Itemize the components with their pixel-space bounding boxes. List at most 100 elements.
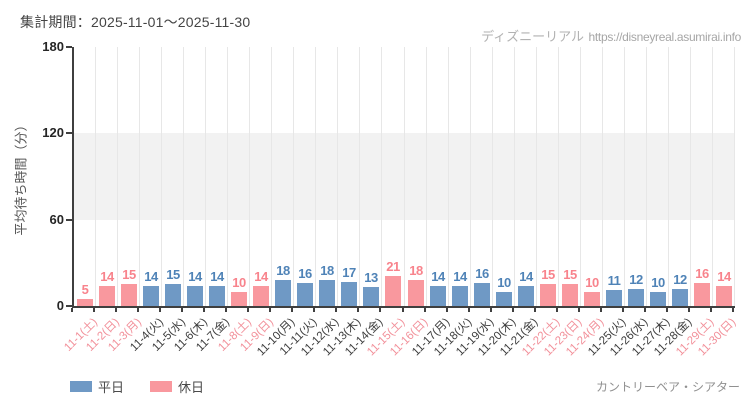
x-tick-mark bbox=[402, 308, 404, 312]
bar-11-28(金)[interactable] bbox=[672, 289, 688, 306]
x-tick-mark bbox=[600, 308, 602, 312]
bar-value-label: 14 bbox=[100, 269, 114, 284]
bar-11-22(土)[interactable] bbox=[540, 284, 556, 306]
gridline bbox=[602, 47, 603, 306]
bar-11-6(木)[interactable] bbox=[187, 286, 203, 306]
report-period-title: 集計期間：2025-11-01～2025-11-30 bbox=[20, 12, 250, 32]
x-tick-mark bbox=[379, 308, 381, 312]
bar-11-12(水)[interactable] bbox=[319, 280, 335, 306]
y-tick-mark bbox=[66, 219, 72, 221]
gridline bbox=[315, 47, 316, 306]
attraction-name: カントリーベア・シアター bbox=[595, 380, 740, 394]
bar-11-25(火)[interactable] bbox=[606, 290, 622, 306]
bar-11-1(土)[interactable] bbox=[77, 299, 93, 306]
gridline bbox=[646, 47, 647, 306]
gridline bbox=[690, 47, 691, 306]
bar-value-label: 11 bbox=[607, 273, 621, 288]
gridline bbox=[139, 47, 140, 306]
chart-legend: 平日 休日 bbox=[70, 377, 230, 396]
gridline bbox=[293, 47, 294, 306]
bar-value-label: 18 bbox=[276, 263, 290, 278]
bar-value-label: 14 bbox=[717, 269, 731, 284]
x-tick-mark bbox=[225, 308, 227, 312]
y-tick-label: 120 bbox=[42, 125, 64, 140]
bar-value-label: 10 bbox=[232, 275, 246, 290]
bar-11-18(火)[interactable] bbox=[452, 286, 468, 306]
bar-11-21(金)[interactable] bbox=[518, 286, 534, 306]
legend-weekday-label[interactable]: 平日 bbox=[98, 380, 125, 395]
x-tick-mark bbox=[137, 308, 139, 312]
bar-value-label: 16 bbox=[475, 266, 489, 281]
x-tick-mark bbox=[446, 308, 448, 312]
legend-holiday-label[interactable]: 休日 bbox=[178, 380, 205, 395]
x-tick-mark bbox=[666, 308, 668, 312]
bar-value-label: 15 bbox=[563, 267, 577, 282]
y-tick-mark bbox=[66, 305, 72, 307]
bar-11-5(水)[interactable] bbox=[165, 284, 181, 306]
gridline bbox=[470, 47, 471, 306]
x-tick-mark bbox=[578, 308, 580, 312]
gridline bbox=[448, 47, 449, 306]
bar-value-label: 16 bbox=[695, 266, 709, 281]
x-tick-mark bbox=[468, 308, 470, 312]
bar-11-30(日)[interactable] bbox=[716, 286, 732, 306]
bar-11-15(土)[interactable] bbox=[385, 276, 401, 306]
bar-11-10(月)[interactable] bbox=[275, 280, 291, 306]
bar-11-7(金)[interactable] bbox=[209, 286, 225, 306]
gridline bbox=[536, 47, 537, 306]
gridline bbox=[580, 47, 581, 306]
bar-11-27(木)[interactable] bbox=[650, 292, 666, 306]
bar-value-label: 15 bbox=[122, 267, 136, 282]
bar-11-11(火)[interactable] bbox=[297, 283, 313, 306]
bar-11-17(月)[interactable] bbox=[430, 286, 446, 306]
legend-holiday-swatch[interactable] bbox=[150, 381, 173, 392]
bar-value-label: 10 bbox=[651, 275, 665, 290]
bar-11-9(日)[interactable] bbox=[253, 286, 269, 306]
x-tick-mark bbox=[247, 308, 249, 312]
bar-value-label: 14 bbox=[453, 269, 467, 284]
bar-11-4(火)[interactable] bbox=[143, 286, 159, 306]
bar-11-8(土)[interactable] bbox=[231, 292, 247, 306]
gridline bbox=[558, 47, 559, 306]
bar-11-2(日)[interactable] bbox=[99, 286, 115, 306]
bar-11-29(土)[interactable] bbox=[694, 283, 710, 306]
y-tick-label: 0 bbox=[56, 298, 64, 313]
bar-11-13(木)[interactable] bbox=[341, 282, 357, 306]
bar-11-23(日)[interactable] bbox=[562, 284, 578, 306]
x-tick-mark bbox=[710, 308, 712, 312]
x-tick-mark bbox=[93, 308, 95, 312]
x-tick-mark bbox=[335, 308, 337, 312]
gridline bbox=[183, 47, 184, 306]
bar-11-24(月)[interactable] bbox=[584, 292, 600, 306]
bar-11-19(水)[interactable] bbox=[474, 283, 490, 306]
bar-value-label: 13 bbox=[364, 270, 378, 285]
x-tick-mark bbox=[688, 308, 690, 312]
gridline bbox=[624, 47, 625, 306]
legend-weekday-swatch[interactable] bbox=[70, 381, 92, 392]
gridline bbox=[404, 47, 405, 306]
bar-value-label: 14 bbox=[519, 269, 533, 284]
bar-value-label: 15 bbox=[541, 267, 555, 282]
x-tick-mark bbox=[622, 308, 624, 312]
bar-11-20(木)[interactable] bbox=[496, 292, 512, 306]
bar-11-3(月)[interactable] bbox=[121, 284, 137, 306]
bar-value-label: 17 bbox=[342, 265, 356, 280]
gridline bbox=[514, 47, 515, 306]
bar-value-label: 14 bbox=[254, 269, 268, 284]
bar-11-26(水)[interactable] bbox=[628, 289, 644, 306]
plot-area: 5 14 15 14 15 14 14 10 14 18 16 18 17 13 21 18 14 14 16 10 1… bbox=[72, 47, 735, 308]
bar-value-label: 14 bbox=[188, 269, 202, 284]
x-tick-mark bbox=[556, 308, 558, 312]
gridline bbox=[492, 47, 493, 306]
x-tick-mark bbox=[269, 308, 271, 312]
y-tick-label: 60 bbox=[49, 212, 64, 227]
x-tick-mark bbox=[424, 308, 426, 312]
gridline bbox=[117, 47, 118, 306]
bar-value-label: 18 bbox=[320, 263, 334, 278]
gridline bbox=[161, 47, 162, 306]
bar-value-label: 14 bbox=[210, 269, 224, 284]
gridline bbox=[381, 47, 382, 306]
bar-11-16(日)[interactable] bbox=[408, 280, 424, 306]
bar-value-label: 5 bbox=[81, 282, 89, 297]
bar-11-14(金)[interactable] bbox=[363, 287, 379, 306]
